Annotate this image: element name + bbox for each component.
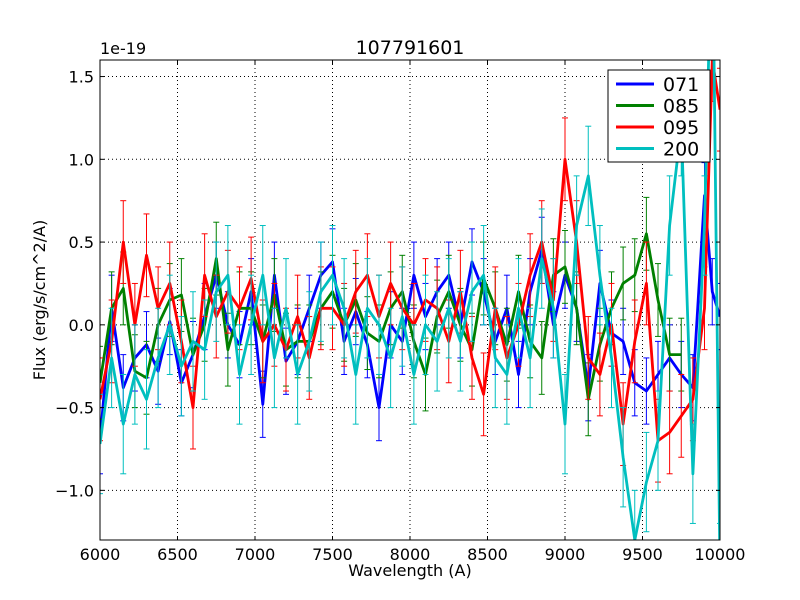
series-group xyxy=(100,60,720,540)
series-200 xyxy=(100,60,720,540)
y-axis-offset-label: 1e-19 xyxy=(100,39,146,58)
y-tick-label: 1.0 xyxy=(69,150,94,169)
y-tick-label: 1.5 xyxy=(69,68,94,87)
y-tick-label: 0.0 xyxy=(69,316,94,335)
legend-label-071: 071 xyxy=(663,74,699,96)
series-line-200 xyxy=(100,60,720,540)
y-tick-label: 0.5 xyxy=(69,233,94,252)
x-tick-label: 10000 xyxy=(695,545,746,564)
x-tick-label: 8500 xyxy=(467,545,508,564)
legend-label-200: 200 xyxy=(663,139,699,161)
x-tick-label: 8000 xyxy=(390,545,431,564)
y-tick-label: −1.0 xyxy=(55,481,94,500)
y-axis-label: Flux (erg/s/cm^2/A) xyxy=(30,220,49,381)
chart-title: 107791601 xyxy=(356,37,465,59)
x-tick-label: 7500 xyxy=(312,545,353,564)
x-tick-label: 9500 xyxy=(622,545,663,564)
x-tick-label: 7000 xyxy=(235,545,276,564)
y-tick-label: −0.5 xyxy=(55,399,94,418)
x-tick-label: 6000 xyxy=(80,545,121,564)
x-tick-label: 9000 xyxy=(545,545,586,564)
axis-ticks: 6000 6500 7000 7500 8000 8500 9000 9500 10000 −1.… xyxy=(55,60,745,564)
x-tick-label: 6500 xyxy=(157,545,198,564)
legend-label-095: 095 xyxy=(663,117,699,139)
legend-label-085: 085 xyxy=(663,96,699,118)
x-axis-label: Wavelength (A) xyxy=(348,561,471,580)
